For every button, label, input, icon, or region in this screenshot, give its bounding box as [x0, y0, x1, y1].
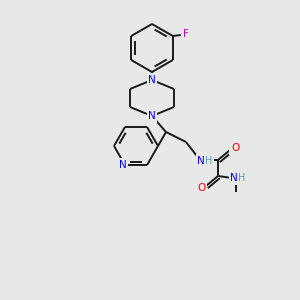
Text: N: N: [148, 111, 156, 121]
Text: H: H: [205, 156, 213, 166]
Text: N: N: [230, 173, 238, 183]
Text: N: N: [148, 75, 156, 85]
Text: F: F: [183, 29, 189, 39]
Text: O: O: [231, 143, 239, 153]
Text: N: N: [197, 156, 205, 166]
Text: O: O: [197, 183, 205, 193]
Text: N: N: [119, 160, 127, 170]
Text: H: H: [238, 173, 246, 183]
